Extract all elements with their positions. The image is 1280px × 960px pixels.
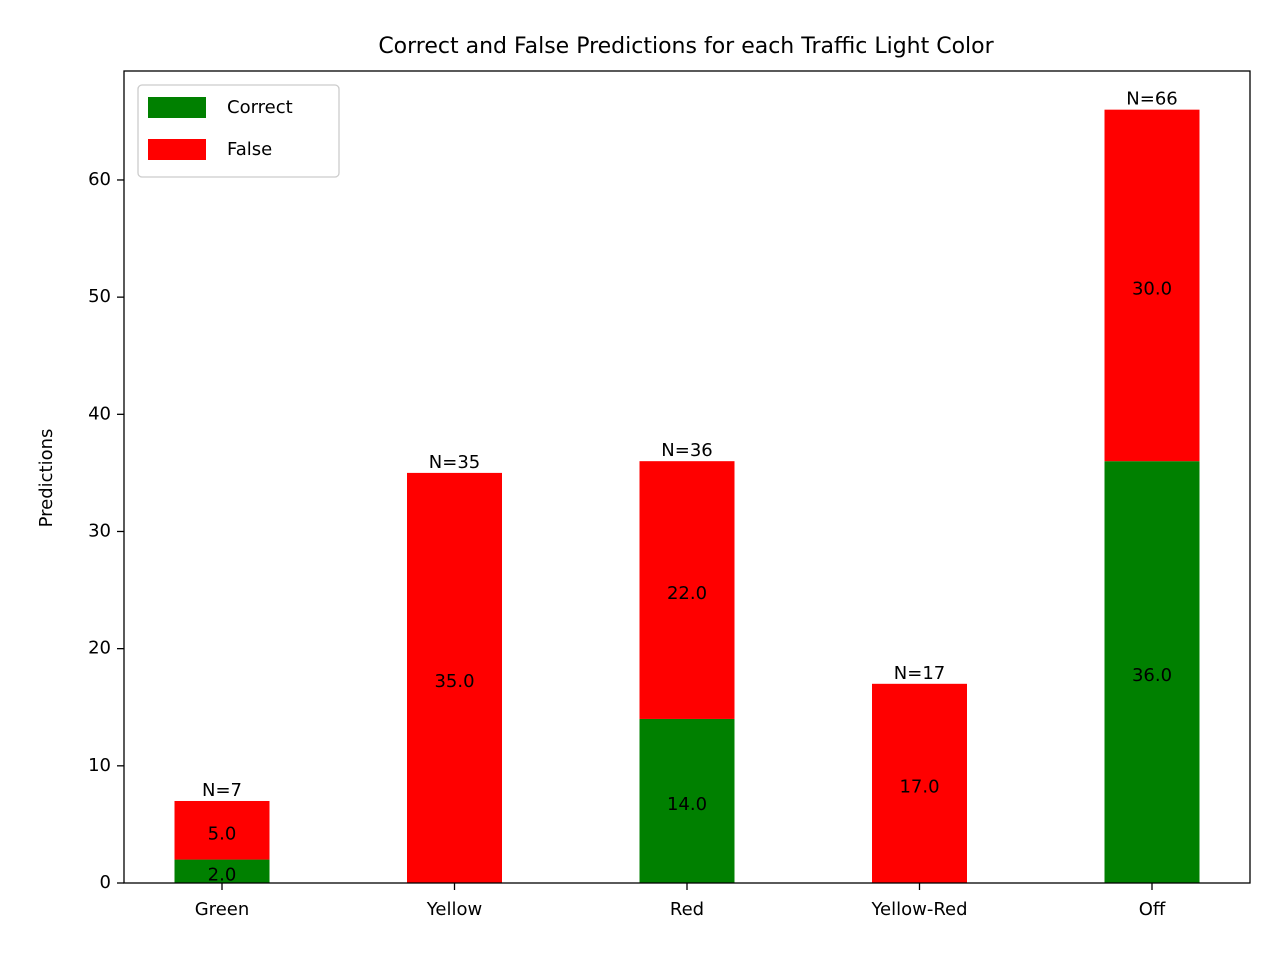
- legend-label-correct: Correct: [227, 97, 293, 118]
- segment-label: 30.0: [1132, 278, 1172, 299]
- segment-label: 36.0: [1132, 665, 1172, 686]
- bar-correct-off: [1104, 461, 1200, 883]
- total-label: N=36: [661, 440, 712, 461]
- legend-swatch-false: [148, 139, 206, 160]
- segment-label: 17.0: [899, 776, 939, 797]
- bar-false-red: [639, 461, 735, 719]
- x-tick-label: Yellow-Red: [870, 899, 967, 920]
- axes-layer: 0 10 20 30 40 50 60 Green Yellow Red Yellow-Red Off: [88, 70, 1251, 920]
- bar-correct-green: [174, 859, 270, 883]
- bar-false-green: [174, 800, 270, 860]
- bar-false-yellow-red: [872, 683, 967, 883]
- y-axis-label: Predictions: [36, 429, 57, 528]
- chart-title: Correct and False Predictions for each T…: [378, 34, 994, 59]
- bar-false-off: [1104, 109, 1200, 462]
- x-tick-label: Green: [195, 899, 250, 920]
- legend: Correct False: [137, 84, 340, 178]
- total-label: N=35: [429, 452, 480, 473]
- segment-label: 2.0: [208, 864, 237, 885]
- y-tick-label: 20: [88, 638, 111, 659]
- y-tick-label: 10: [88, 755, 111, 776]
- bar-correct-red: [639, 718, 735, 883]
- segment-label: 5.0: [208, 823, 237, 844]
- y-tick-label: 60: [88, 169, 111, 190]
- y-tick-label: 50: [88, 286, 111, 307]
- segment-label: 22.0: [667, 583, 707, 604]
- bar-false-yellow: [407, 472, 502, 883]
- total-label: N=17: [894, 663, 945, 684]
- bars-layer: [174, 109, 1200, 883]
- segment-label: 35.0: [434, 671, 474, 692]
- legend-label-false: False: [227, 139, 272, 160]
- legend-swatch-correct: [148, 97, 206, 118]
- labels-layer: 2.0 5.0 N=7 35.0 N=35 14.0 22.0 N=36 17.0 N=17 36.…: [202, 89, 1178, 886]
- y-tick-label: 30: [88, 520, 111, 541]
- x-tick-label: Off: [1139, 899, 1166, 920]
- x-tick-label: Red: [670, 899, 704, 920]
- y-tick-label: 0: [100, 872, 111, 893]
- segment-label: 14.0: [667, 794, 707, 815]
- y-tick-label: 40: [88, 403, 111, 424]
- total-label: N=7: [202, 780, 242, 801]
- x-tick-label: Yellow: [426, 899, 482, 920]
- total-label: N=66: [1126, 89, 1177, 110]
